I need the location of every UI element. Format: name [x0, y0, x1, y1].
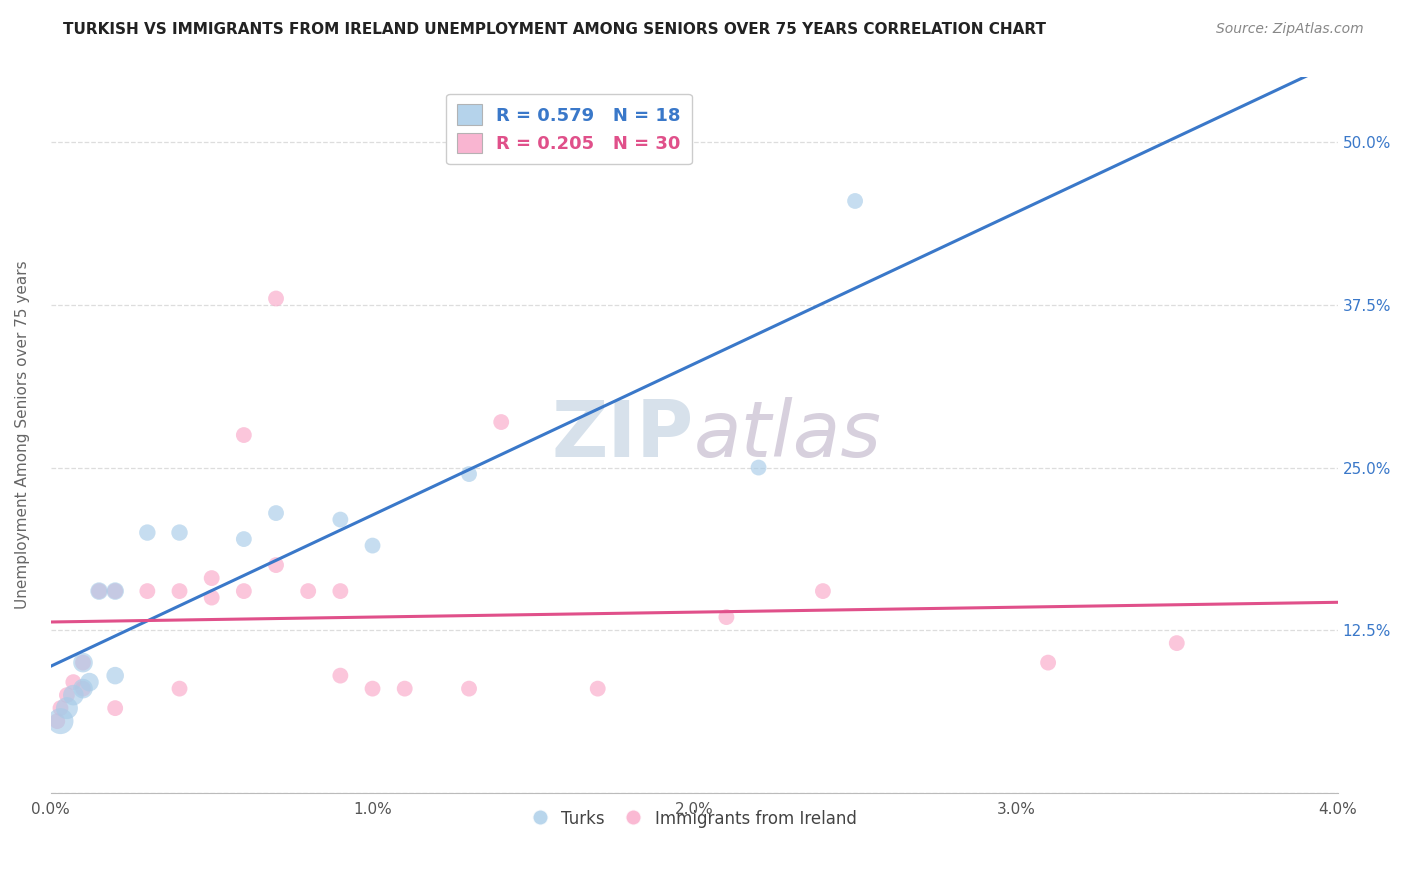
Point [232, 584, 254, 599]
Point [361, 681, 384, 696]
Point [46, 714, 69, 728]
Point [811, 584, 834, 599]
Point [87, 584, 110, 599]
Point [49, 701, 72, 715]
Point [489, 415, 512, 429]
Point [56, 701, 79, 715]
Point [394, 681, 416, 696]
Point [1166, 636, 1188, 650]
Point [586, 681, 609, 696]
Legend: Turks, Immigrants from Ireland: Turks, Immigrants from Ireland [524, 803, 863, 834]
Point [72, 656, 94, 670]
Point [716, 610, 738, 624]
Point [297, 584, 319, 599]
Point [62, 675, 84, 690]
Point [169, 525, 191, 540]
Point [844, 194, 866, 208]
Point [264, 292, 287, 306]
Point [458, 467, 481, 481]
Point [136, 584, 159, 599]
Point [79, 675, 101, 690]
Point [56, 688, 79, 702]
Point [104, 584, 127, 599]
Text: ZIP: ZIP [553, 397, 695, 473]
Text: TURKISH VS IMMIGRANTS FROM IRELAND UNEMPLOYMENT AMONG SENIORS OVER 75 YEARS CORR: TURKISH VS IMMIGRANTS FROM IRELAND UNEMP… [63, 22, 1046, 37]
Point [104, 584, 127, 599]
Point [104, 701, 127, 715]
Point [72, 681, 94, 696]
Text: atlas: atlas [695, 397, 882, 473]
Point [72, 656, 94, 670]
Point [62, 688, 84, 702]
Point [201, 571, 224, 585]
Point [361, 539, 384, 553]
Text: Source: ZipAtlas.com: Source: ZipAtlas.com [1216, 22, 1364, 37]
Point [104, 668, 127, 682]
Point [329, 668, 352, 682]
Point [136, 525, 159, 540]
Point [49, 714, 72, 728]
Point [264, 506, 287, 520]
Point [87, 584, 110, 599]
Point [232, 532, 254, 546]
Point [169, 681, 191, 696]
Point [264, 558, 287, 573]
Point [1036, 656, 1059, 670]
Point [232, 428, 254, 442]
Point [329, 584, 352, 599]
Point [169, 584, 191, 599]
Point [748, 460, 770, 475]
Point [201, 591, 224, 605]
Point [458, 681, 481, 696]
Point [329, 512, 352, 526]
Y-axis label: Unemployment Among Seniors over 75 years: Unemployment Among Seniors over 75 years [15, 260, 30, 609]
Point [72, 681, 94, 696]
